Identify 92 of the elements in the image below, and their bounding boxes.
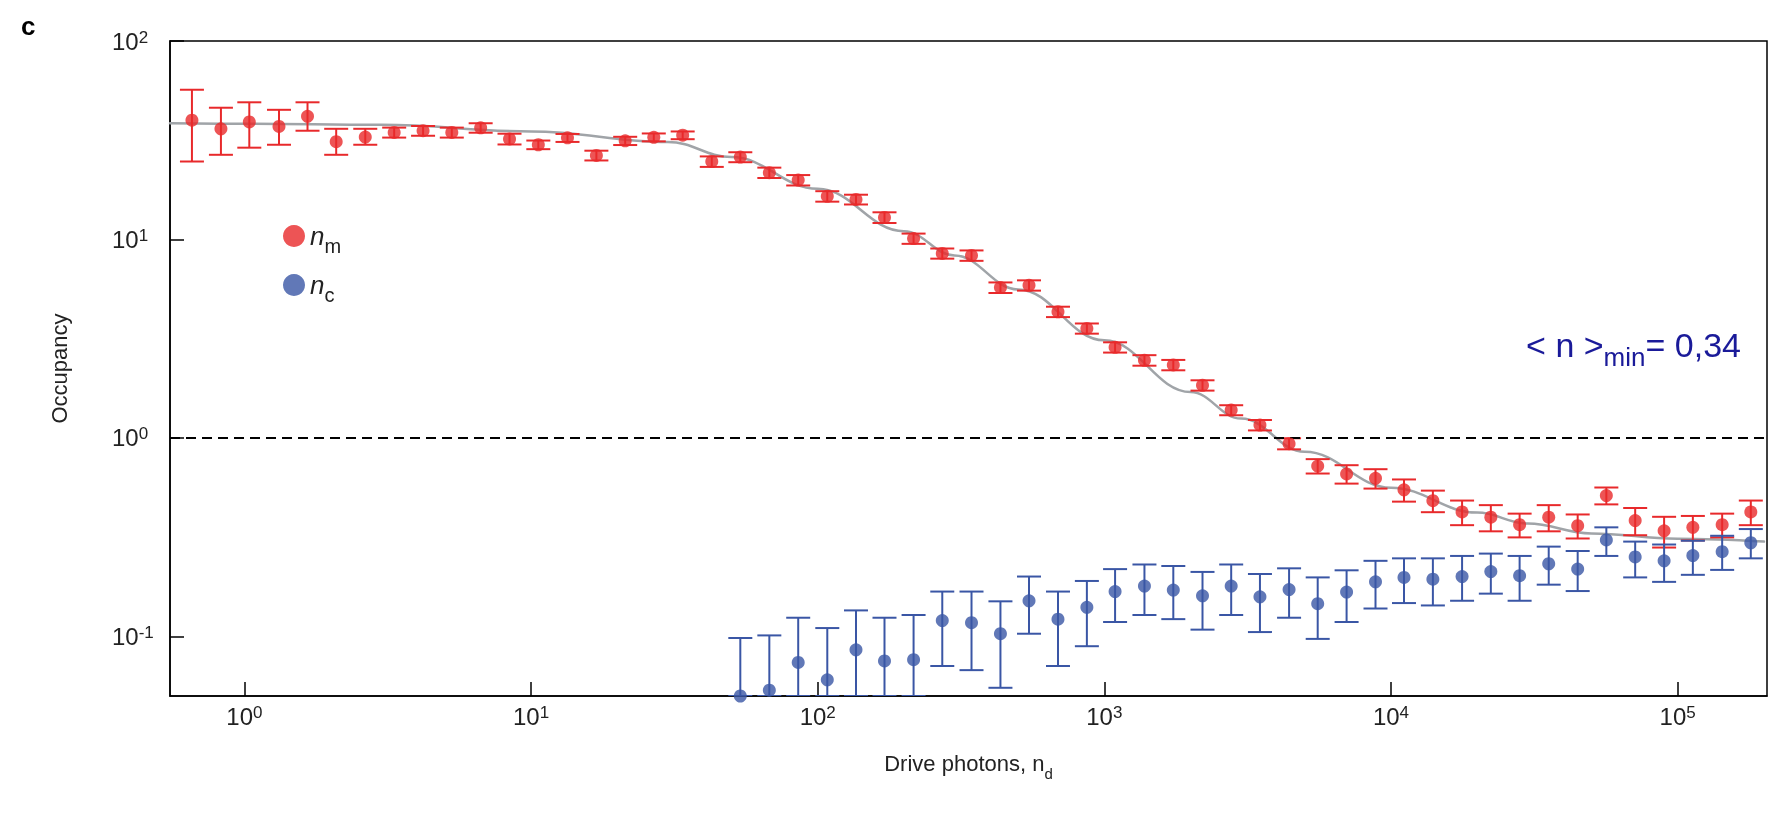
point — [1686, 549, 1700, 563]
point — [1051, 305, 1065, 319]
point — [1311, 459, 1325, 473]
point — [1080, 600, 1094, 614]
point — [849, 192, 863, 206]
point — [1397, 483, 1411, 497]
point — [1397, 570, 1411, 584]
point — [1513, 518, 1527, 532]
point — [705, 155, 719, 168]
point — [531, 138, 545, 152]
point — [561, 131, 574, 145]
point — [676, 128, 690, 142]
point — [1196, 589, 1210, 603]
point — [445, 125, 459, 139]
point — [185, 113, 199, 127]
point — [791, 655, 805, 669]
point — [618, 134, 632, 148]
point — [1224, 403, 1238, 417]
point — [1542, 510, 1556, 524]
point — [1224, 579, 1238, 593]
point — [820, 189, 834, 203]
point — [1137, 579, 1151, 593]
point — [301, 109, 315, 123]
point — [387, 125, 401, 139]
point — [1340, 585, 1354, 599]
point — [1080, 321, 1094, 335]
point — [1022, 278, 1036, 292]
point — [820, 673, 834, 687]
point — [1108, 340, 1122, 354]
point — [993, 627, 1007, 641]
point — [1137, 353, 1151, 367]
point — [1657, 524, 1671, 538]
point — [935, 246, 949, 260]
point — [474, 121, 488, 135]
point — [849, 643, 863, 657]
point — [1108, 585, 1122, 599]
point — [329, 135, 343, 149]
point — [733, 150, 747, 164]
point — [1513, 569, 1527, 583]
point — [1282, 437, 1296, 451]
point — [1599, 533, 1613, 547]
point — [416, 124, 430, 138]
point — [1369, 471, 1383, 485]
point — [1426, 494, 1440, 508]
point — [878, 654, 891, 668]
point — [907, 653, 921, 667]
point — [647, 130, 661, 144]
point — [1340, 467, 1354, 481]
point — [1253, 590, 1267, 604]
point — [762, 683, 776, 697]
point — [1628, 550, 1642, 564]
point — [1599, 489, 1613, 503]
point — [1196, 378, 1210, 392]
point — [1311, 597, 1325, 611]
point — [1282, 583, 1296, 597]
point — [1686, 520, 1700, 534]
point — [1022, 594, 1036, 608]
point — [1657, 554, 1671, 568]
point — [965, 248, 979, 262]
point — [1542, 557, 1556, 571]
point — [791, 173, 805, 187]
point — [1571, 519, 1585, 533]
point — [1715, 545, 1729, 559]
point — [733, 689, 747, 703]
point — [1369, 575, 1383, 589]
point — [589, 148, 603, 162]
point — [1166, 583, 1180, 597]
point — [878, 210, 891, 224]
point — [1744, 505, 1758, 519]
point — [762, 166, 776, 180]
point — [214, 122, 228, 136]
point — [907, 232, 921, 246]
point — [358, 130, 372, 144]
chart-title: c — [21, 11, 36, 41]
point — [1051, 612, 1065, 626]
point — [1166, 358, 1180, 372]
point — [1484, 565, 1498, 579]
point — [1571, 562, 1585, 576]
point — [1744, 536, 1758, 550]
point — [503, 132, 517, 146]
point — [1484, 510, 1498, 524]
point — [272, 119, 286, 133]
point — [1455, 505, 1469, 519]
point — [1253, 418, 1267, 432]
point — [1426, 572, 1440, 586]
point — [965, 616, 979, 630]
point — [1455, 570, 1469, 584]
y-axis-title: Occupancy — [46, 313, 72, 424]
point — [1715, 518, 1729, 532]
point — [242, 115, 256, 129]
point — [935, 614, 949, 628]
point — [1628, 514, 1642, 528]
